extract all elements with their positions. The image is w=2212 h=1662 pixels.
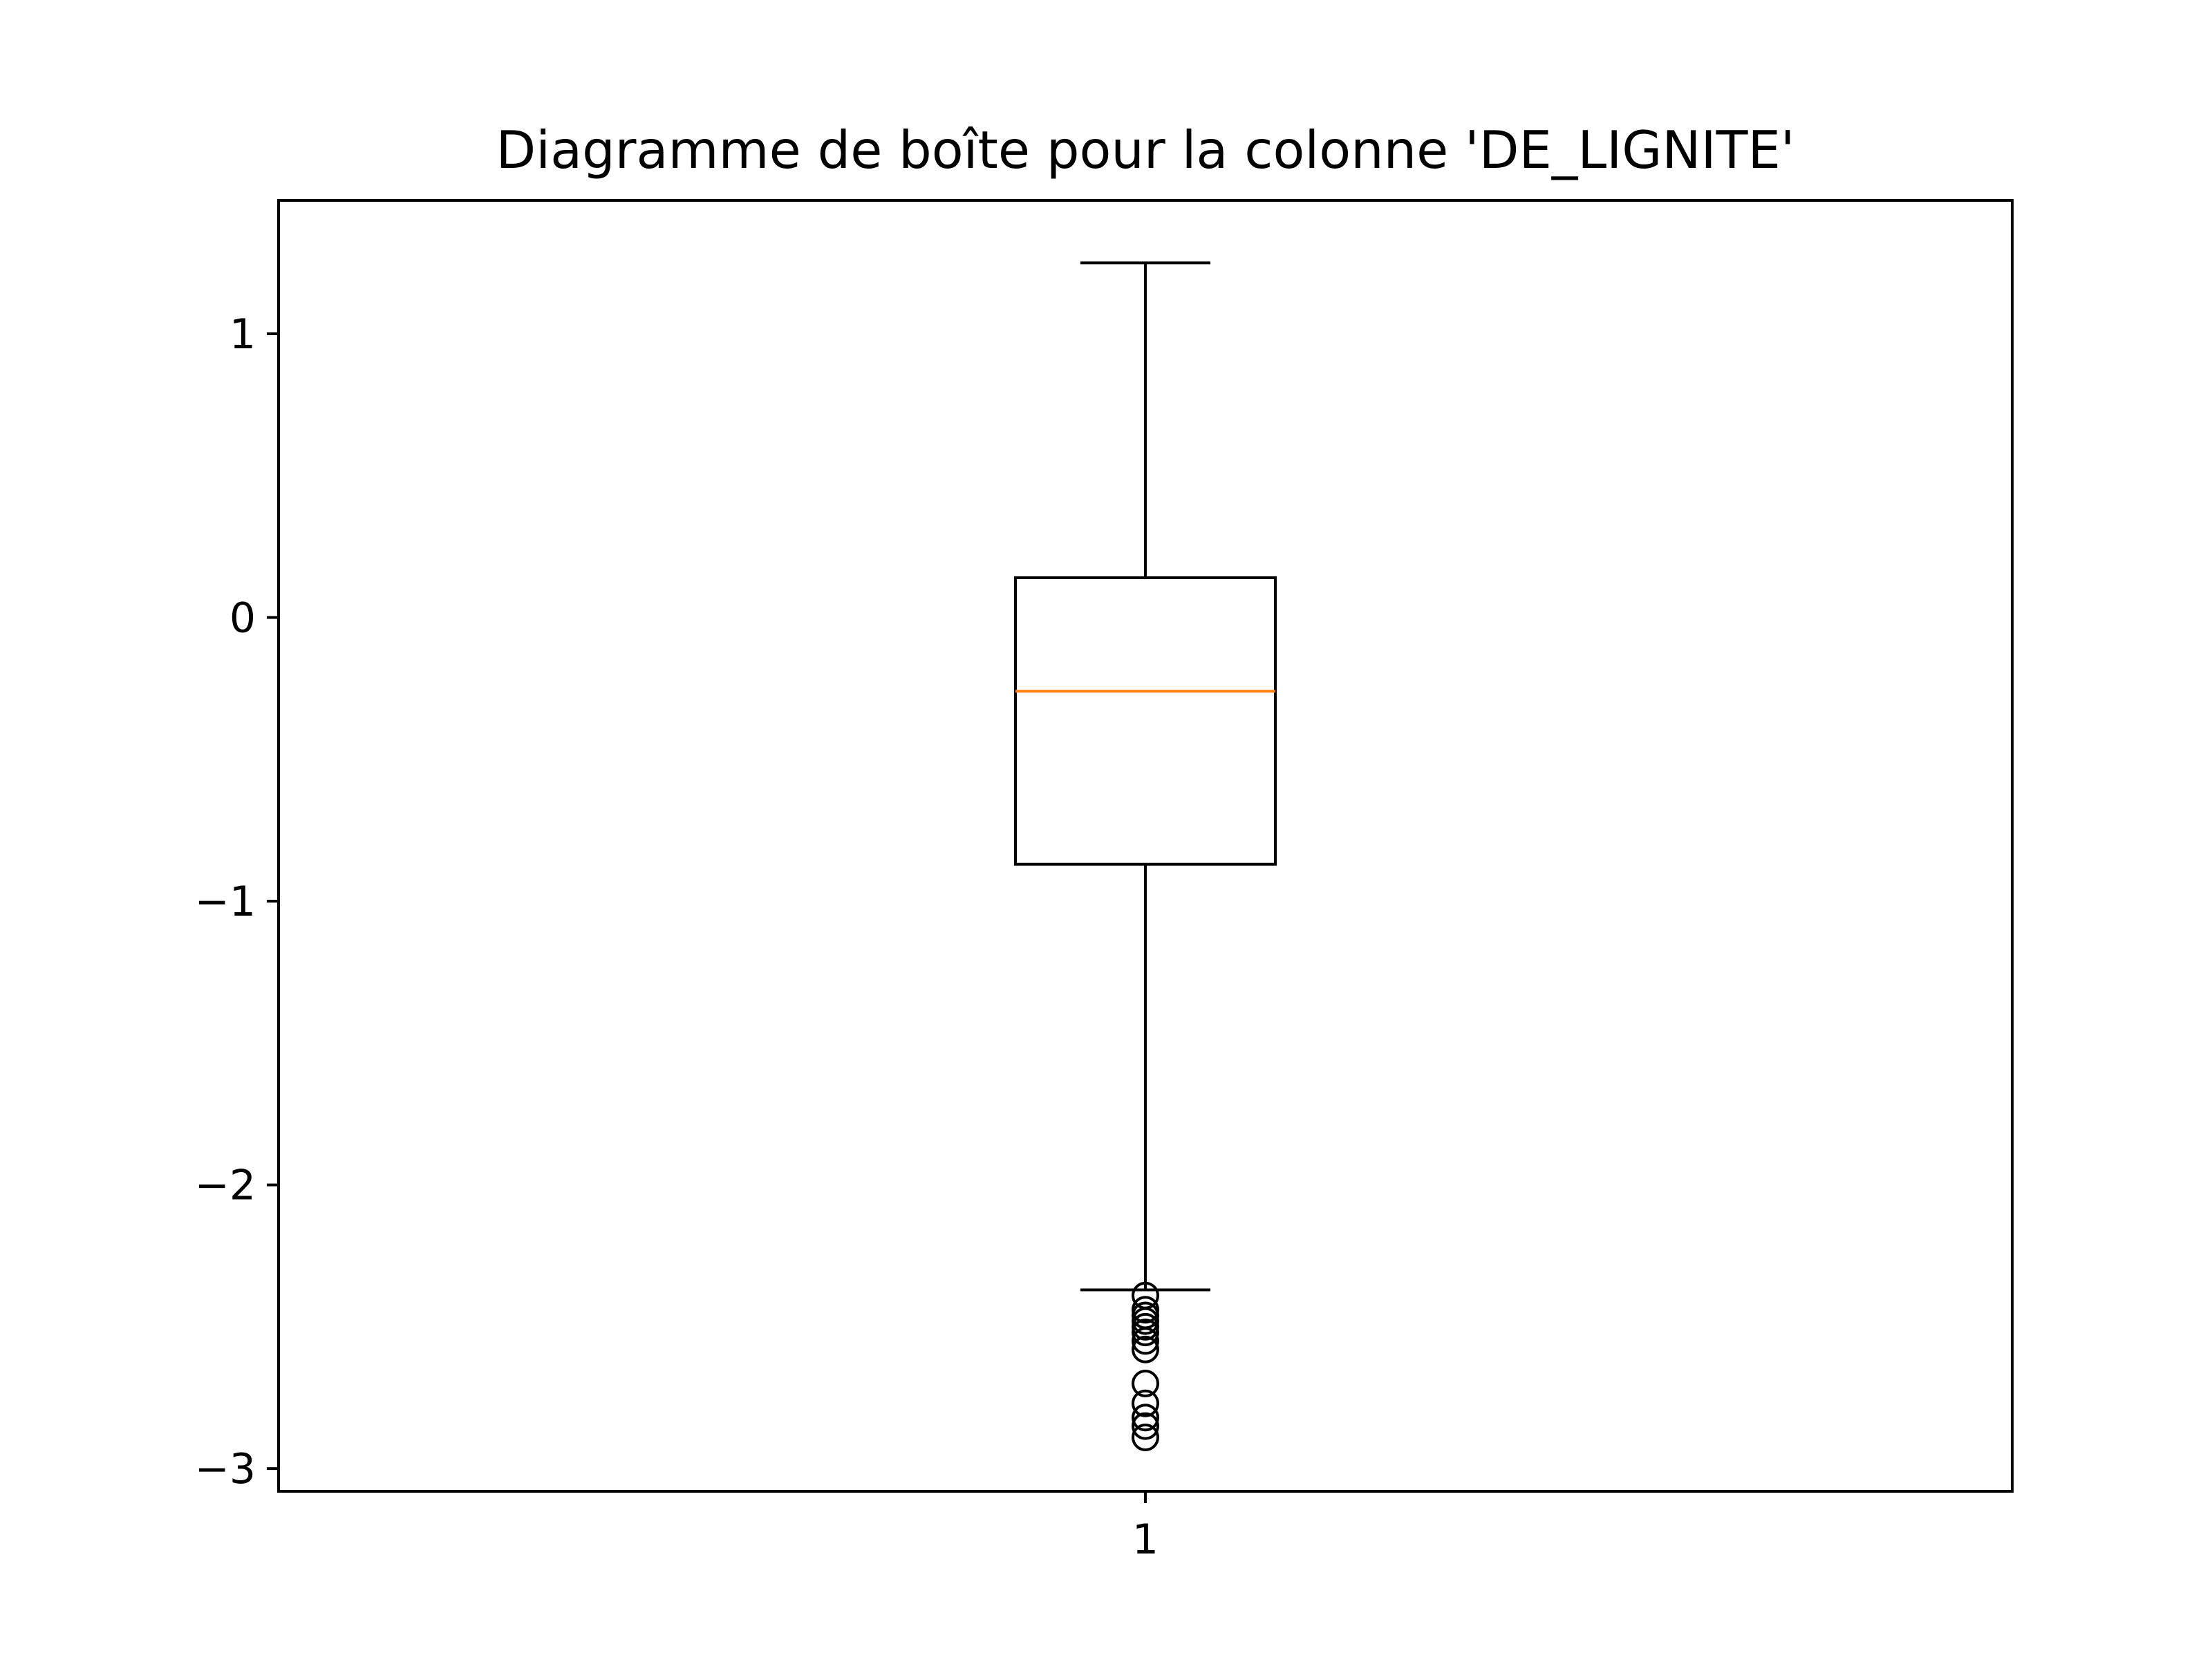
y-tick-label: 1	[229, 310, 256, 359]
outlier-point	[1132, 1335, 1159, 1363]
outlier-point	[1132, 1412, 1159, 1440]
outlier-point	[1132, 1389, 1159, 1417]
outlier-point	[1132, 1327, 1159, 1355]
x-axis: 1	[1132, 1491, 1159, 1564]
plot-area	[1014, 261, 1277, 1451]
interquartile-box	[1014, 576, 1277, 866]
x-tick-label: 1	[1132, 1515, 1159, 1564]
y-tick-label: −1	[195, 878, 256, 926]
outlier-point	[1132, 1423, 1159, 1451]
y-tick-label: 0	[229, 594, 256, 643]
chart-title: Diagramme de boîte pour la colonne 'DE_L…	[496, 120, 1795, 180]
outlier-point	[1132, 1319, 1159, 1347]
outlier-point	[1132, 1404, 1159, 1432]
outlier-point	[1132, 1369, 1159, 1397]
y-tick-label: −2	[195, 1162, 256, 1210]
y-axis: 1 0 −1 −2 −3	[195, 310, 279, 1493]
y-tick-label: −3	[195, 1445, 256, 1493]
